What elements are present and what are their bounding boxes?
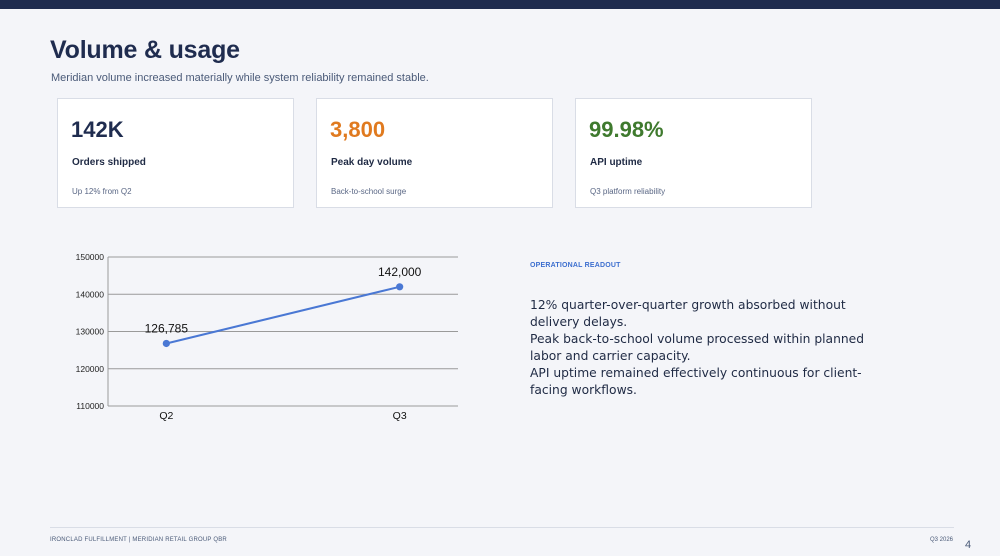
- kpi-card-api-uptime: 99.98% API uptime Q3 platform reliabilit…: [575, 98, 812, 208]
- y-tick-label: 120000: [76, 364, 105, 374]
- footer-left-text: IRONCLAD FULFILLMENT | MERIDIAN RETAIL G…: [50, 537, 227, 543]
- kpi-label: Peak day volume: [331, 157, 413, 168]
- readout-line: API uptime remained effectively continuo…: [530, 366, 862, 397]
- kpi-note: Back-to-school surge: [331, 187, 407, 196]
- readout-line: Peak back-to-school volume processed wit…: [530, 332, 865, 363]
- footer-divider: [50, 527, 954, 528]
- kpi-label: Orders shipped: [72, 157, 146, 168]
- y-tick-label: 140000: [76, 289, 105, 299]
- data-label: 126,785: [145, 321, 189, 335]
- kpi-card-peak-volume: 3,800 Peak day volume Back-to-school sur…: [316, 98, 553, 208]
- y-tick-label: 130000: [76, 327, 105, 337]
- readout-line: 12% quarter-over-quarter growth absorbed…: [530, 298, 846, 329]
- data-label: 142,000: [378, 265, 422, 279]
- kpi-note: Up 12% from Q2: [72, 187, 132, 196]
- kpi-label: API uptime: [590, 157, 643, 168]
- kpi-value: 3,800: [330, 117, 386, 142]
- series-line: [166, 285, 400, 345]
- kpi-value: 99.98%: [589, 117, 664, 142]
- page-number: 4: [965, 539, 972, 551]
- y-tick-label: 110000: [76, 401, 104, 411]
- footer-date: Q3 2026: [930, 537, 954, 543]
- x-tick-label: Q3: [393, 410, 407, 422]
- data-point: [396, 283, 404, 291]
- x-tick-label: Q2: [159, 410, 173, 422]
- slide-title: Volume & usage: [50, 36, 240, 64]
- y-tick-label: 150000: [76, 252, 105, 262]
- orders-line-chart: 110000 120000 130000 140000 150000 Q2 Q3 126,78…: [60, 244, 480, 428]
- top-accent-bar: [0, 0, 1000, 9]
- kpi-value: 142K: [71, 117, 124, 142]
- slide-subtitle: Meridian volume increased materially whi…: [51, 72, 429, 84]
- kpi-card-orders: 142K Orders shipped Up 12% from Q2: [57, 98, 294, 208]
- readout-body: 12% quarter-over-quarter growth absorbed…: [530, 297, 890, 399]
- data-point: [162, 339, 170, 348]
- readout-heading: OPERATIONAL READOUT: [530, 262, 621, 269]
- kpi-note: Q3 platform reliability: [590, 187, 666, 196]
